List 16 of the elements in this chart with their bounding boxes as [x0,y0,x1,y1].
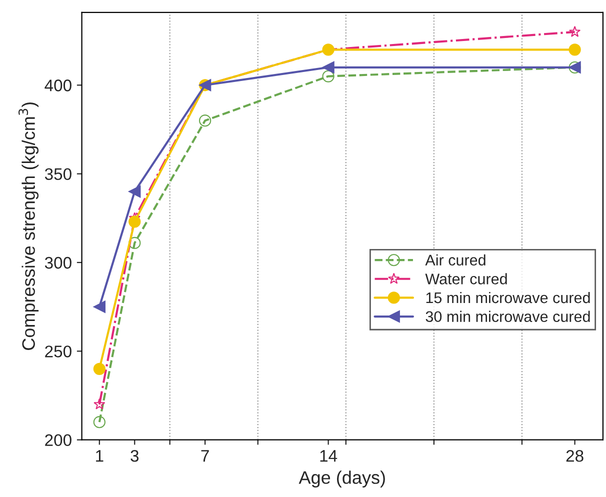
legend-label: Water cured [425,273,507,284]
legend-label: 30 min microwave cured [426,310,590,322]
y-tick-label: 250 [45,346,72,358]
x-tick-label: 14 [320,450,338,462]
x-tick-label: 1 [96,450,104,462]
y-axis-title: Compressive strength (kg/cm$^{3}$) [18,102,39,350]
x-axis-title: Age (days) [298,470,385,488]
x-tick-label: 3 [130,450,139,462]
y-tick-label: 300 [44,256,72,269]
x-tick-label: 7 [201,450,209,462]
y-tick-label: 350 [44,168,72,180]
legend-label: 15 min microwave cured [426,292,590,304]
x-tick-label: 28 [566,450,584,462]
y-tick-label: 400 [44,80,72,92]
y-tick-label: 200 [45,434,72,446]
legend-label: Air cured [425,254,486,266]
